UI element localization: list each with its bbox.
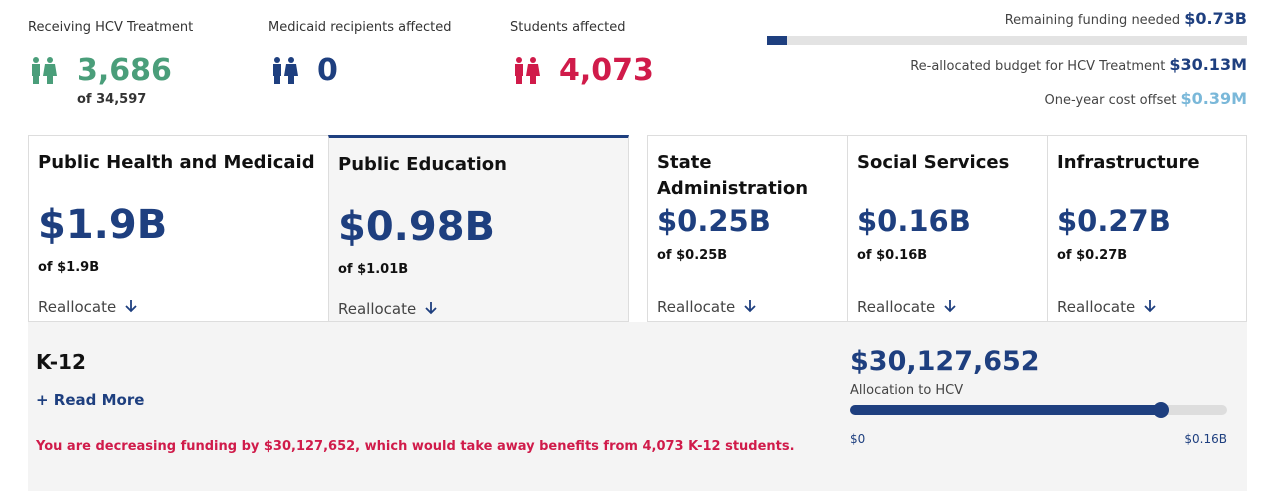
slider-fill [850,405,1160,415]
reallocate[interactable]: Reallocate [1057,298,1157,316]
summary-row: One-year cost offset $0.39M [1045,89,1247,108]
reallocate[interactable]: Reallocate [857,298,957,316]
funding-bar-fill [767,36,787,45]
arrow-icon [1144,300,1156,313]
card-title: Infrastructure [1057,152,1200,173]
stat-value: 3,686 [77,53,172,88]
stat-label: Students affected [510,20,626,35]
reallocate[interactable]: Reallocate [38,298,138,316]
stat-label: Medicaid recipients affected [268,20,452,35]
read-more[interactable]: + Read More [36,391,145,409]
detail-title: K-12 [36,350,86,374]
detail-panel: K-12 + Read More You are decreasing fund… [28,322,1247,491]
card-of: of $1.9B [38,260,100,275]
summary-label: One-year cost offset [1044,93,1177,108]
slider-max: $0.16B [1184,432,1227,446]
summary-label: Re-allocated budget for HCV Treatment [910,59,1166,74]
card-amount: $0.27B [1057,204,1171,238]
slider-thumb[interactable] [1153,402,1169,418]
reallocate-label: Reallocate [657,298,736,316]
card-of: of $0.25B [657,248,728,263]
summary-value: $30.13M [1169,55,1247,74]
summary-label: Remaining funding needed [1004,13,1181,28]
card-title: State Administration [657,152,809,199]
stat-value: 4,073 [559,53,654,88]
summary-value: $0.73B [1184,9,1247,28]
slider-track[interactable] [850,402,1227,418]
card-title: Public Health and Medicaid [38,152,315,173]
people-icon [515,57,540,84]
category-card[interactable]: Public Education $0.98B of $1.01B Reallocat… [328,135,629,322]
category-card[interactable]: State Administration $0.25B of $0.25B Reall… [647,135,848,322]
card-amount: $0.16B [857,204,971,238]
card-amount: $0.98B [338,204,496,250]
reallocate[interactable]: Reallocate [338,300,438,318]
card-amount: $1.9B [38,202,168,248]
warning: You are decreasing funding by $30,127,65… [36,439,795,454]
reallocate-label: Reallocate [857,298,936,316]
arrow-icon [744,300,756,313]
arrow-icon [944,300,956,313]
card-of: of $1.01B [338,262,409,277]
card-title: Social Services [857,152,1010,173]
summary-row: Re-allocated budget for HCV Treatment $30… [910,55,1247,74]
stat-value: 0 [317,53,338,88]
summary-row: Remaining funding needed $0.73B [1005,9,1247,28]
stat-label: Receiving HCV Treatment [28,20,194,35]
summary-value: $0.39M [1180,89,1247,108]
people-icon [273,57,298,84]
category-card[interactable]: Infrastructure $0.27B of $0.27B Reallocate [1047,135,1247,322]
reallocate-label: Reallocate [1057,298,1136,316]
slider-min: $0 [850,432,866,446]
reallocate-label: Reallocate [38,298,117,316]
allocation: $30,127,652 [850,346,1040,377]
card-of: of $0.16B [857,248,928,263]
category-card[interactable]: Social Services $0.16B of $0.16B Reallocate [847,135,1048,322]
card-title: Public Education [338,154,507,175]
card-of: of $0.27B [1057,248,1128,263]
stat-sub: of 34,597 [77,92,147,107]
allocation-label: Allocation to HCV [850,383,964,398]
category-card[interactable]: Public Health and Medicaid $1.9B of $1.9B R… [28,135,329,322]
reallocate[interactable]: Reallocate [657,298,757,316]
people-icon [32,57,57,84]
arrow-icon [425,302,437,315]
card-amount: $0.25B [657,204,771,238]
funding-bar [767,36,1247,45]
arrow-icon [125,300,137,313]
reallocate-label: Reallocate [338,300,417,318]
